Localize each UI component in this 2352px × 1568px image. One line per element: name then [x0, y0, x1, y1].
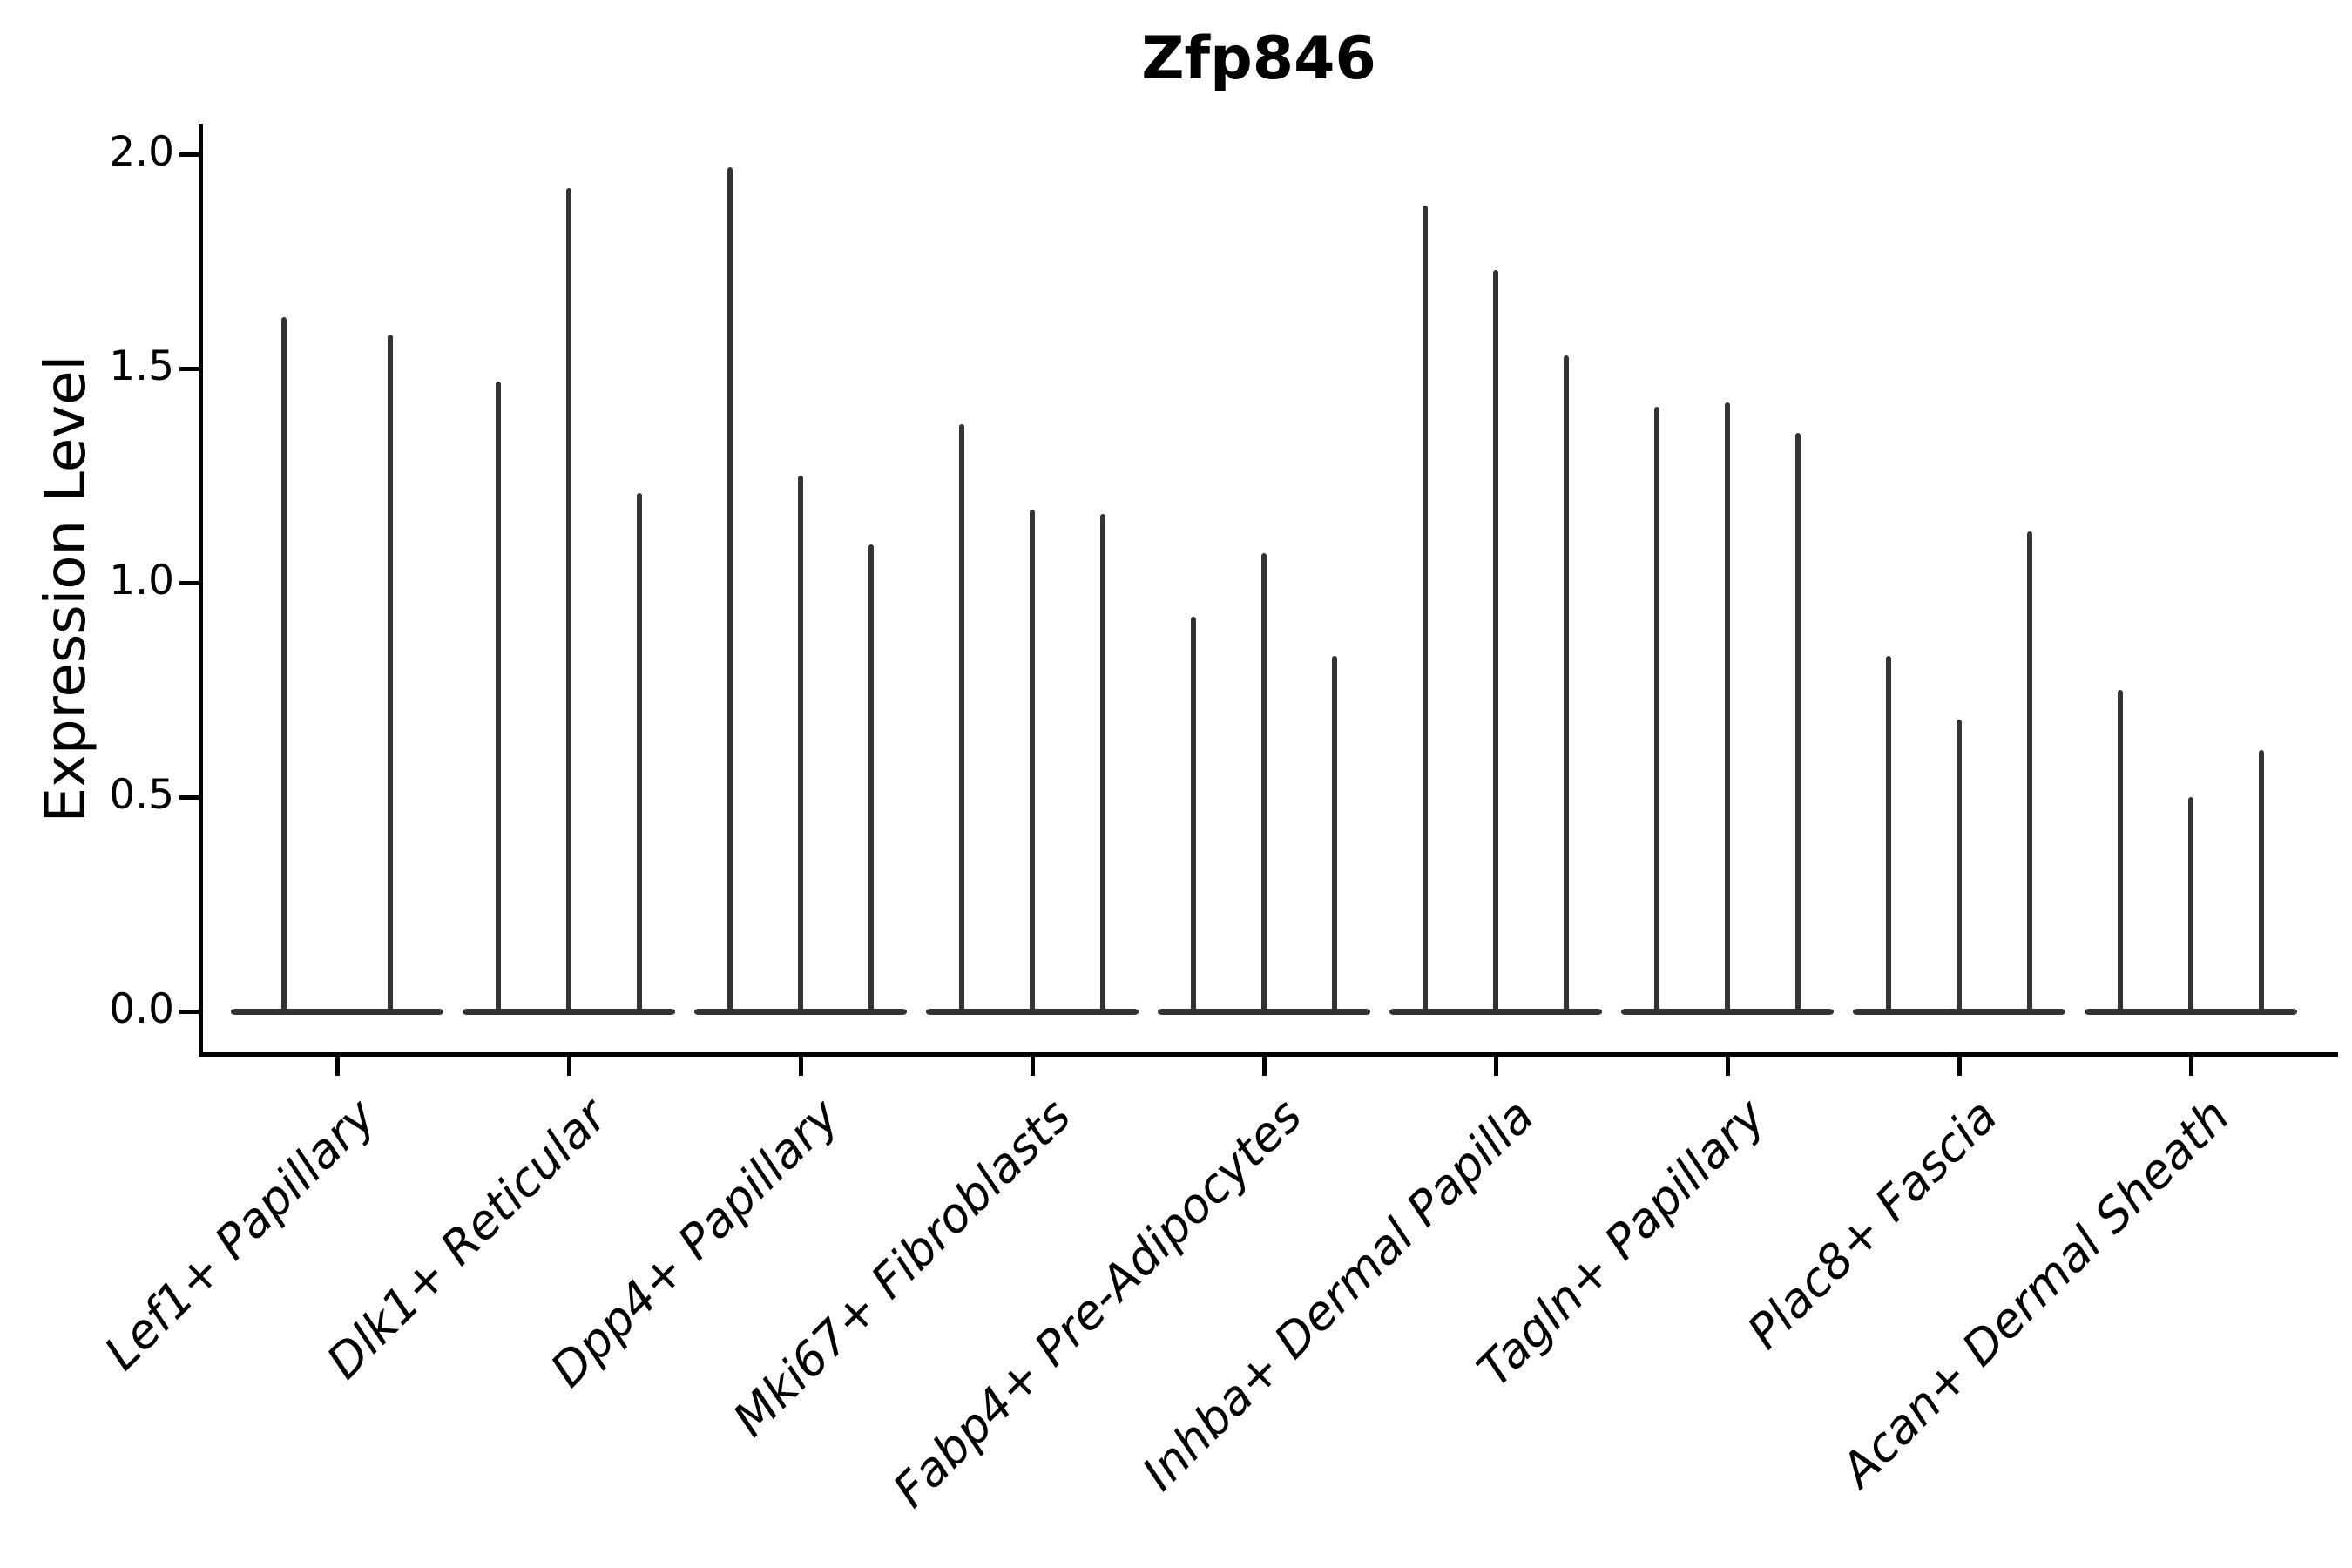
- y-tick-label: 2.0: [109, 128, 174, 176]
- x-axis-spine: [199, 1052, 2338, 1057]
- violin-needle: [2188, 797, 2193, 1015]
- x-tick: [1261, 1057, 1267, 1076]
- violin-needle: [1653, 407, 1659, 1015]
- y-tick: [179, 1009, 199, 1014]
- violin-needle: [1957, 720, 1962, 1015]
- violin-needle: [1422, 206, 1428, 1015]
- x-tick: [335, 1057, 340, 1076]
- violin-needle: [1564, 355, 1570, 1015]
- violin-needle: [1030, 510, 1035, 1015]
- x-tick: [566, 1057, 571, 1076]
- x-tick: [798, 1057, 803, 1076]
- y-tick-label: 0.0: [109, 985, 174, 1033]
- x-tick: [1030, 1057, 1035, 1076]
- chart-title: Zfp846: [1141, 24, 1376, 93]
- violin-needle: [1190, 617, 1196, 1015]
- violin-needle: [1332, 655, 1338, 1015]
- y-tick: [179, 794, 199, 800]
- violin-needle: [727, 166, 733, 1015]
- violin-needle: [566, 188, 571, 1015]
- x-tick-label: Plac8+ Fascia: [1736, 1088, 2008, 1360]
- x-tick: [2188, 1057, 2193, 1076]
- y-tick-label: 1.5: [109, 342, 174, 390]
- violin-needle: [1885, 655, 1891, 1015]
- x-tick: [1493, 1057, 1498, 1076]
- y-tick: [179, 152, 199, 157]
- violin-needle: [2259, 749, 2265, 1015]
- violin-needle: [798, 476, 803, 1015]
- violin-needle: [958, 423, 964, 1015]
- x-tick: [1725, 1057, 1730, 1076]
- y-tick: [179, 580, 199, 585]
- y-tick: [179, 366, 199, 371]
- violin-needle: [1725, 402, 1730, 1015]
- violin-needle: [281, 316, 287, 1015]
- violin-needle: [388, 334, 393, 1015]
- y-tick-label: 1.0: [109, 557, 174, 605]
- x-tick-label: Acan+ Dermal Sheath: [1830, 1088, 2240, 1498]
- violin-needle: [1493, 269, 1498, 1015]
- x-tick-label: Fabp4+ Pre-Adipocytes: [882, 1088, 1313, 1518]
- violin-base: [231, 1008, 443, 1015]
- violin-needle: [1261, 552, 1267, 1015]
- violin-needle: [2117, 690, 2123, 1015]
- violin-needle: [637, 492, 643, 1015]
- x-tick: [1957, 1057, 1962, 1076]
- violin-needle: [1795, 432, 1801, 1015]
- x-tick-label: Inhba+ Dermal Papilla: [1132, 1088, 1544, 1502]
- violin-needle: [1100, 514, 1106, 1015]
- y-tick-label: 0.5: [109, 771, 174, 819]
- violin-needle: [2027, 531, 2033, 1015]
- y-axis-spine: [199, 124, 203, 1057]
- violin-needle: [495, 381, 501, 1015]
- violin-needle: [868, 544, 875, 1015]
